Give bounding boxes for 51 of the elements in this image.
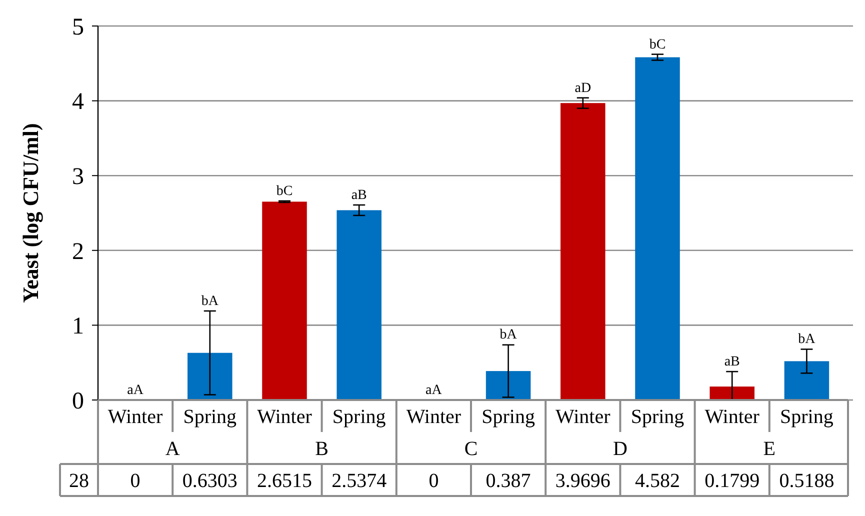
data-label: 0 <box>130 470 140 492</box>
data-label: 0.6303 <box>182 470 238 492</box>
bar <box>784 361 830 400</box>
annotation: bC <box>276 184 293 200</box>
x-tick-label: Spring <box>780 406 834 428</box>
x-tick-label: Winter <box>108 406 163 428</box>
annotation: bA <box>201 294 220 309</box>
y-tick-label: 0 <box>72 388 84 414</box>
bar <box>710 386 754 400</box>
data-label: 0.387 <box>486 470 531 492</box>
y-tick-label: 1 <box>72 314 84 340</box>
y-tick-label: 4 <box>72 89 84 116</box>
bar <box>560 103 606 400</box>
data-label: 0.5188 <box>779 470 834 492</box>
x-tick-label: Spring <box>183 406 237 428</box>
bar <box>262 202 307 400</box>
x-tick-label: Spring <box>482 406 535 428</box>
annotation: aA <box>426 383 443 398</box>
x-tick-label: Spring <box>332 406 386 428</box>
text: E <box>763 438 776 460</box>
x-tick-label: Winter <box>556 406 611 428</box>
annotation: aB <box>724 354 740 370</box>
text: D <box>612 438 628 460</box>
annotation: aA <box>127 383 144 398</box>
bar <box>486 371 531 400</box>
y-tick-label: 3 <box>72 164 84 190</box>
bar <box>188 352 232 400</box>
data-label: 4.582 <box>635 470 680 492</box>
bar <box>635 57 680 400</box>
x-tick-label: Winter <box>406 406 462 428</box>
x-tick-label: Spring <box>630 406 684 428</box>
text: A <box>165 438 180 460</box>
annotation: bA <box>798 332 816 348</box>
x-tick-label: Winter <box>257 406 312 428</box>
bar <box>336 210 382 400</box>
text: 28 <box>69 470 89 492</box>
x-tick-label: Winter <box>704 406 760 428</box>
annotation: bC <box>649 37 666 52</box>
data-label: 0 <box>428 470 439 492</box>
data-label: 0.1799 <box>704 470 760 492</box>
data-label: 2.6515 <box>257 470 312 492</box>
data-label: 3.9696 <box>555 470 610 492</box>
y-axis-title: Yeast (log CFU/ml) <box>18 123 43 303</box>
y-tick-label: 5 <box>72 14 84 40</box>
text: C <box>464 438 478 460</box>
annotation: bA <box>500 328 518 343</box>
annotation: aB <box>351 188 367 203</box>
y-tick-label: 2 <box>72 238 84 265</box>
annotation: aD <box>574 80 592 96</box>
data-label: 2.5374 <box>332 470 387 492</box>
text: B <box>315 438 328 460</box>
